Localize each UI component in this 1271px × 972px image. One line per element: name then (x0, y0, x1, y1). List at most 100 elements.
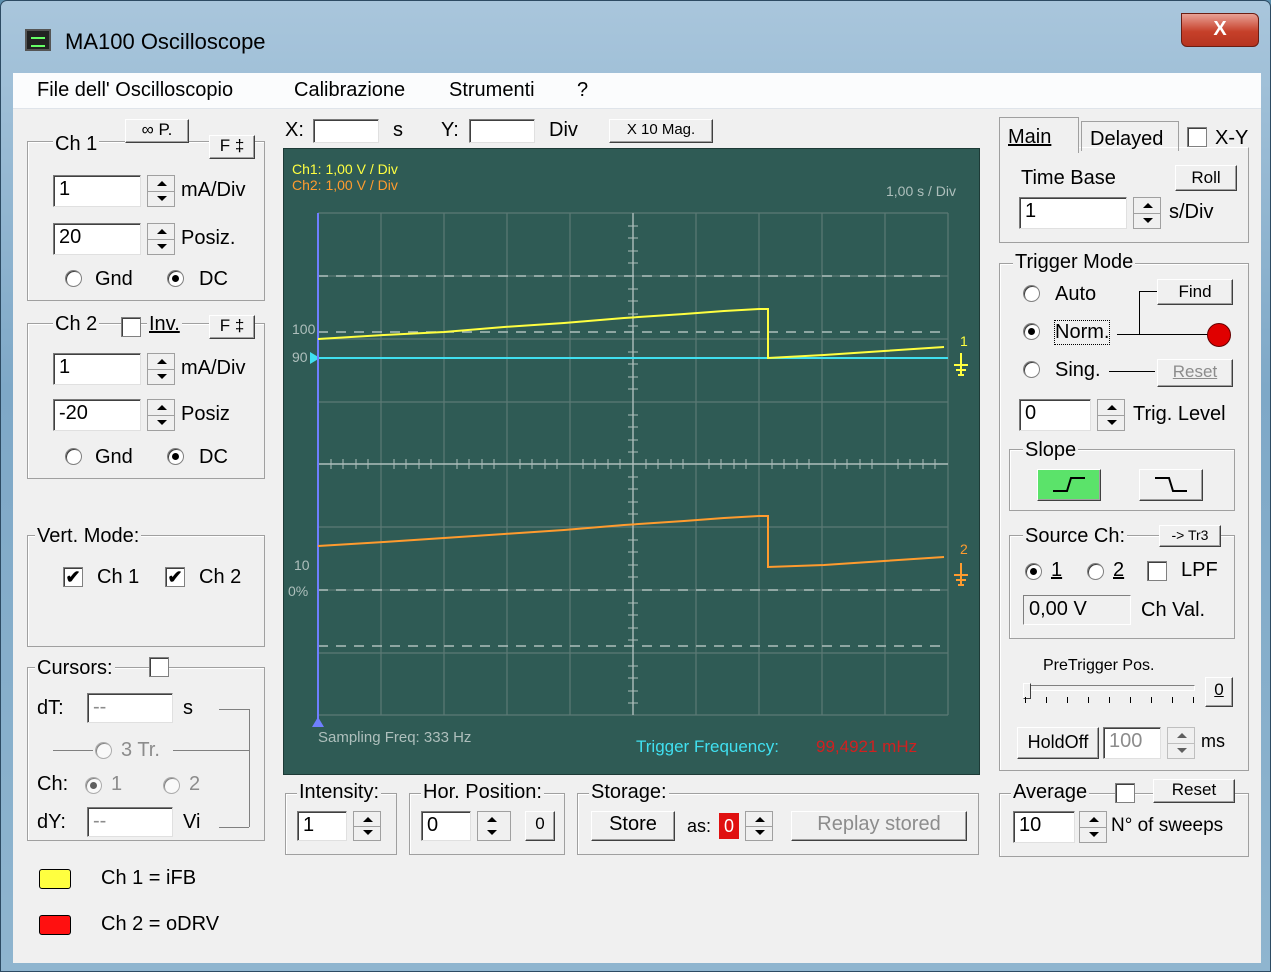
norm-wire (1117, 334, 1209, 335)
pretrigger-slider-ticks (1025, 697, 1195, 703)
holdoff-spinner[interactable] (1167, 727, 1195, 759)
cursor-dy-value: -- (87, 807, 173, 837)
find-button[interactable]: Find (1157, 279, 1233, 305)
ch2-label: Ch 2 (53, 313, 100, 336)
trigger-single-radio[interactable] (1023, 361, 1040, 378)
source-ch1-radio[interactable] (1025, 563, 1042, 580)
source-ch2-label: 2 (1113, 559, 1125, 581)
menu-strumenti[interactable]: Strumenti (449, 79, 535, 101)
roll-button[interactable]: Roll (1175, 165, 1237, 191)
legend-ch2-label: Ch 2 = oDRV (101, 913, 220, 935)
average-input[interactable]: 10 (1013, 811, 1075, 843)
trigger-auto-radio[interactable] (1023, 285, 1040, 302)
ch1-label: Ch 1 (53, 133, 100, 156)
intensity-spinner[interactable] (353, 811, 381, 841)
pretrigger-slider[interactable] (1023, 683, 1195, 705)
average-spinner[interactable] (1079, 811, 1107, 843)
trigger-frequency-label: Trigger Frequency: (636, 737, 779, 756)
trigger-level-spinner[interactable] (1097, 399, 1125, 431)
x10-mag-button[interactable]: X 10 Mag. (609, 119, 713, 143)
holdoff-input[interactable]: 100 (1103, 727, 1161, 759)
cursor-3tr-radio[interactable] (95, 742, 112, 759)
vert-ch1-checkbox[interactable]: ✔ (63, 567, 83, 587)
hor-position-spinner[interactable] (477, 811, 511, 841)
tab-delayed[interactable]: Delayed (1081, 121, 1179, 151)
hor-position-zero-button[interactable]: 0 (525, 811, 555, 841)
single-wire (1109, 371, 1155, 372)
readout-x-label: X: (285, 119, 304, 141)
cursor-dt-label: dT: (37, 697, 64, 719)
timebase-spinner[interactable] (1133, 197, 1161, 229)
ch1-position-spinner[interactable] (147, 223, 175, 255)
pretrigger-zero-button[interactable]: 0 (1205, 677, 1233, 707)
ch1-inf-p-button[interactable]: ∞ P. (125, 119, 189, 143)
average-reset-button[interactable]: Reset (1153, 779, 1235, 803)
window-title: MA100 Oscilloscope (65, 29, 266, 54)
replay-stored-button[interactable]: Replay stored (791, 811, 967, 841)
ch2-position-input[interactable]: -20 (53, 399, 141, 431)
ch2-position-spinner[interactable] (147, 399, 175, 431)
ch1-position-label: Posiz. (181, 227, 236, 249)
cursor-ch2-radio[interactable] (163, 777, 180, 794)
readout-y-label: Y: (441, 119, 459, 141)
timebase-input[interactable]: 1 (1019, 197, 1127, 229)
level-100-label: 100 (292, 321, 316, 337)
ch1-dc-radio[interactable] (167, 270, 184, 287)
menu-file[interactable]: File dell' Oscilloscopio (37, 79, 234, 101)
vert-ch2-checkbox[interactable]: ✔ (165, 567, 185, 587)
legend-ch1-swatch (39, 869, 71, 889)
trigger-level-input[interactable]: 0 (1019, 399, 1091, 431)
ch1-scale-spinner[interactable] (147, 175, 175, 207)
cursors-checkbox[interactable] (149, 657, 169, 677)
scope-center-axes (318, 213, 948, 715)
menu-calibrazione[interactable]: Calibrazione (294, 79, 406, 101)
ch1-position-input[interactable]: 20 (53, 223, 141, 255)
xy-checkbox[interactable] (1187, 127, 1207, 147)
close-button[interactable]: X (1181, 13, 1259, 47)
ch2-invert-checkbox[interactable] (121, 317, 141, 337)
trigger-norm-label: Norm. (1053, 320, 1111, 345)
menu-help[interactable]: ? (577, 79, 589, 101)
hor-position-input[interactable]: 0 (421, 811, 471, 841)
storage-slot-value[interactable]: 0 (719, 813, 739, 839)
ch2-position-label: Posiz (181, 403, 230, 425)
storage-label: Storage: (589, 781, 669, 804)
timebase-panel (999, 147, 1249, 243)
storage-slot-spinner[interactable] (745, 811, 773, 841)
ch1-trace (317, 308, 945, 360)
scope-screen[interactable]: Ch1: 1,00 V / Div Ch2: 1,00 V / Div 1,00… (283, 148, 980, 775)
tr3-button[interactable]: -> Tr3 (1159, 525, 1221, 547)
reset-button[interactable]: Reset (1157, 359, 1233, 387)
tab-main[interactable]: Main (999, 117, 1079, 153)
cursor-bracket-side (249, 709, 250, 827)
average-sweeps-label: N° of sweeps (1111, 815, 1224, 836)
ch1-gnd-radio[interactable] (65, 270, 82, 287)
average-checkbox[interactable] (1115, 783, 1135, 803)
source-label: Source Ch: (1023, 525, 1128, 548)
ch2-f-button[interactable]: F ‡ (209, 315, 255, 339)
source-ch2-radio[interactable] (1087, 563, 1104, 580)
scope-display (310, 212, 968, 727)
ch2-scale-input[interactable]: 1 (53, 353, 141, 385)
cursor-ch1-radio[interactable] (85, 777, 102, 794)
slope-rising-button[interactable] (1037, 469, 1101, 501)
cursor-line-right (173, 750, 249, 751)
store-button[interactable]: Store (591, 811, 675, 841)
lpf-checkbox[interactable] (1147, 561, 1167, 581)
level-10-label: 10 (294, 557, 310, 573)
ch1-f-button[interactable]: F ‡ (209, 135, 255, 159)
intensity-input[interactable]: 1 (297, 811, 347, 841)
ch2-scale-spinner[interactable] (147, 353, 175, 385)
ch2-gnd-radio[interactable] (65, 448, 82, 465)
vert-mode-label: Vert. Mode: (35, 525, 142, 548)
holdoff-button[interactable]: HoldOff (1017, 727, 1099, 759)
slope-falling-button[interactable] (1139, 469, 1203, 501)
ch1-scale-input[interactable]: 1 (53, 175, 141, 207)
ch2-dc-radio[interactable] (167, 448, 184, 465)
average-label: Average (1011, 781, 1090, 804)
cursor-dy-label: dY: (37, 811, 66, 833)
source-ch1-label: 1 (1051, 559, 1063, 581)
timebase-label: Time Base (1021, 167, 1116, 189)
trigger-norm-radio[interactable] (1023, 323, 1040, 340)
